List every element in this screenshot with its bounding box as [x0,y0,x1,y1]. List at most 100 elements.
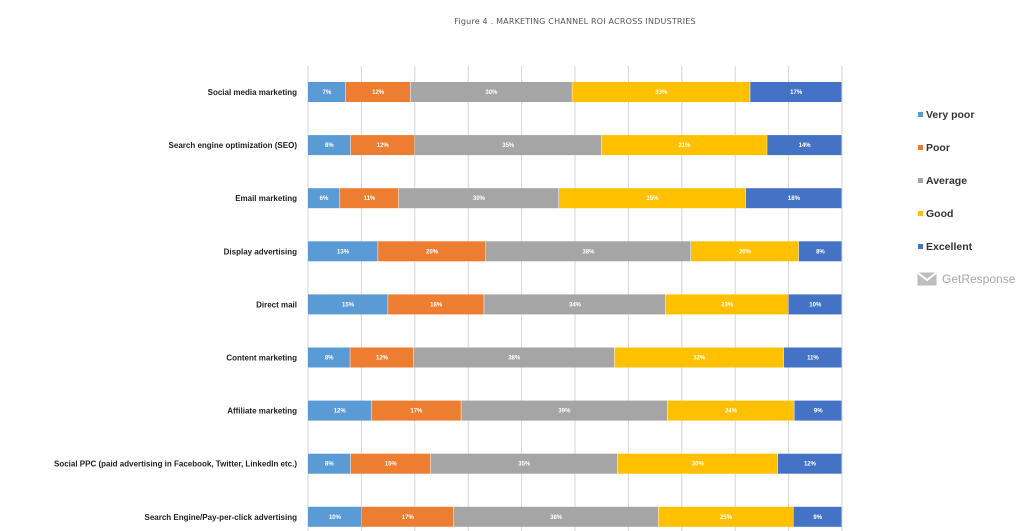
data-label: 12% [334,409,347,415]
data-label: 8% [816,249,825,255]
data-label: 17% [410,409,423,415]
data-label: 13% [337,249,350,255]
category-label: Display advertising [224,247,297,256]
data-label: 17% [790,90,803,96]
bar-segment [398,188,559,209]
category-label: Social media marketing [208,88,297,97]
data-label: 15% [342,302,355,308]
bar-segment [788,294,842,315]
data-label: 33% [655,90,668,96]
legend-swatch [918,178,923,183]
bar-segment [767,135,842,156]
data-label: 38% [508,356,521,362]
bar-segment [388,294,484,315]
category-label: Email marketing [235,194,297,203]
legend-item: Very poor [918,98,974,131]
category-label: Social PPC (paid advertising in Facebook… [54,460,297,469]
legend-item: Average [918,164,974,197]
bar-segment [486,241,691,262]
bar-segment [350,453,431,474]
data-label: 9% [813,515,822,521]
category-label: Direct mail [256,300,297,309]
bar-segment [410,82,572,102]
bar-segment [378,241,486,262]
bar-segment [308,135,351,156]
data-label: 30% [692,462,705,468]
data-label: 17% [402,515,415,521]
bar-segment [690,241,799,262]
data-label: 8% [325,143,334,149]
data-label: 30% [473,196,486,202]
bar-segment [665,294,789,315]
data-label: 20% [739,249,752,255]
legend-label: Excellent [926,240,973,253]
data-label: 24% [725,409,738,415]
legend-swatch [918,145,923,150]
data-label: 12% [376,356,389,362]
bar-segment [413,347,615,368]
bar-segment [371,400,461,421]
bar-segment [793,506,842,527]
data-label: 32% [693,356,706,362]
legend-swatch [918,211,923,216]
category-label: Affiliate marketing [227,407,297,416]
bar-segment [798,241,842,262]
bar-segment [308,82,346,102]
data-label: 12% [804,462,817,468]
bar-segment [601,135,767,156]
bar-segment [667,400,794,421]
brand-name: GetResponse [942,272,1016,286]
bar-segment [777,453,842,474]
bar-segment [614,347,784,368]
category-label: Content marketing [226,354,297,363]
bar-segment [308,400,371,421]
bar-segment [308,347,350,368]
category-label: Search Engine/Pay-per-click advertising [144,513,297,522]
data-label: 10% [329,515,342,521]
data-label: 11% [807,356,819,362]
data-label: 38% [582,249,595,255]
data-label: 8% [325,462,334,468]
data-label: 12% [372,90,385,96]
bar-segment [617,453,778,474]
bar-segment [345,82,410,102]
data-label: 12% [377,143,390,149]
bar-segment [558,188,746,209]
bar-segment [308,241,378,262]
data-label: 35% [518,462,531,468]
data-label: 15% [385,462,398,468]
bar-segment [361,506,454,527]
legend-label: Average [926,174,968,187]
legend-item: Excellent [918,230,974,263]
bar-segment [794,400,842,421]
legend-swatch [918,112,923,117]
legend-item: Poor [918,131,974,164]
bar-segment [308,506,362,527]
data-label: 20% [426,249,439,255]
data-label: 25% [720,515,733,521]
legend-label: Poor [926,141,950,154]
bar-segment [350,347,414,368]
bar-segment [453,506,659,527]
category-label: Search engine optimization (SEO) [169,141,298,150]
bar-segment [783,347,842,368]
data-label: 38% [550,515,563,521]
data-label: 7% [323,90,332,96]
data-label: 10% [809,302,822,308]
envelope-icon [917,272,937,286]
bar-segment [340,188,399,209]
bar-segment [750,82,842,102]
data-label: 35% [502,143,515,149]
legend: Very poor Poor Average Good Excellent [918,98,974,263]
legend-label: Very poor [926,108,975,121]
data-label: 30% [485,90,498,96]
bar-segment [414,135,602,156]
data-label: 18% [788,196,801,202]
data-label: 35% [646,196,659,202]
data-label: 39% [558,409,571,415]
legend-label: Good [926,207,954,220]
brand-logo: GetResponse [917,272,1015,286]
bar-segment [308,294,388,315]
data-label: 8% [325,356,334,362]
